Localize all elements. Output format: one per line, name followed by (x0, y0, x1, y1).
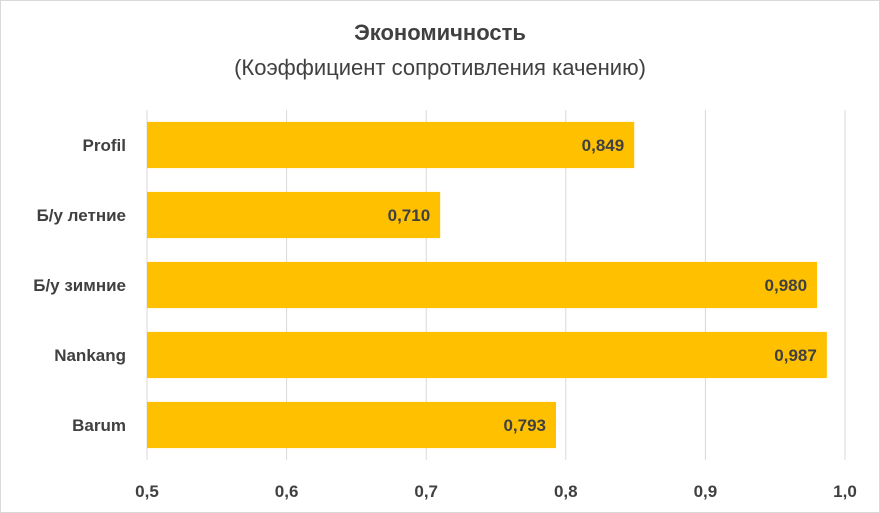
data-label: 0,980 (765, 276, 808, 295)
bar (147, 261, 818, 309)
x-tick-label: 0,7 (414, 482, 438, 501)
data-label: 0,793 (503, 416, 546, 435)
bar (147, 401, 557, 449)
category-label: Б/у зимние (33, 276, 126, 295)
x-tick-label: 0,8 (554, 482, 578, 501)
data-label: 0,710 (388, 206, 431, 225)
category-label: Barum (72, 416, 126, 435)
bar (147, 331, 827, 379)
bar (147, 191, 441, 239)
bar (147, 121, 635, 169)
category-label: Nankang (54, 346, 126, 365)
x-tick-label: 0,5 (135, 482, 159, 501)
data-label: 0,987 (774, 346, 817, 365)
category-label: Б/у летние (37, 206, 126, 225)
x-tick-label: 1,0 (833, 482, 857, 501)
data-label: 0,849 (582, 136, 625, 155)
chart-title: Экономичность (354, 20, 526, 45)
x-tick-label: 0,9 (694, 482, 718, 501)
category-label: Profil (83, 136, 126, 155)
chart-subtitle: (Коэффициент сопротивления качению) (234, 55, 646, 80)
x-tick-label: 0,6 (275, 482, 299, 501)
